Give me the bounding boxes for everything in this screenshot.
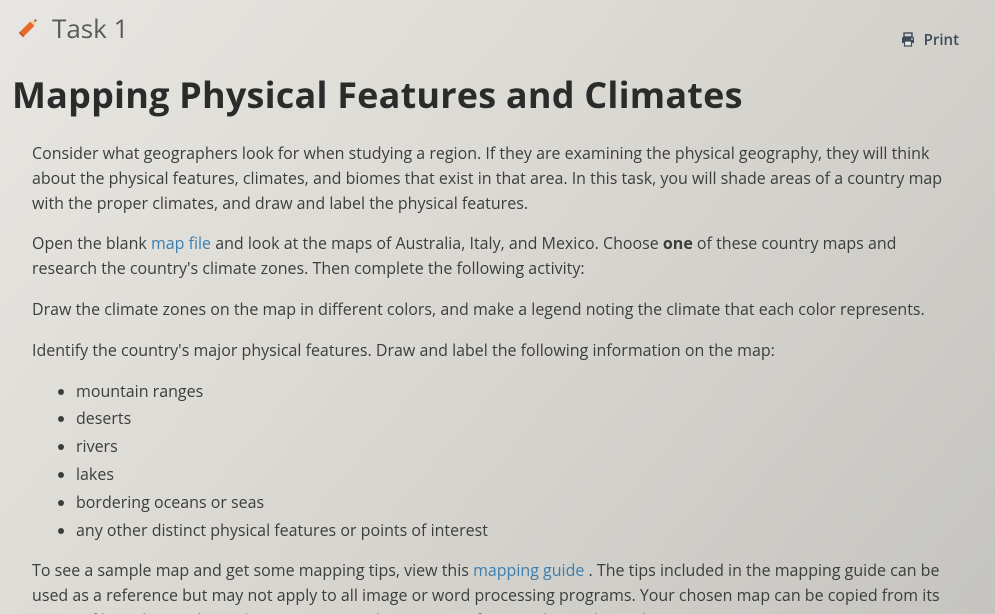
feature-list: mountain ranges deserts rivers lakes bor…	[76, 379, 963, 543]
list-item: deserts	[76, 406, 963, 431]
text: To see a sample map and get some mapping…	[32, 559, 473, 581]
paragraph-features: Identify the country's major physical fe…	[32, 338, 963, 363]
paragraph-mapfile: Open the blank map file and look at the …	[32, 231, 963, 281]
task-label: Task 1	[52, 10, 128, 46]
list-item: mountain ranges	[76, 379, 963, 404]
paragraph-intro: Consider what geographers look for when …	[32, 141, 963, 215]
content-body: Consider what geographers look for when …	[10, 141, 985, 614]
page-title: Mapping Physical Features and Climates	[12, 70, 985, 119]
paragraph-guide: To see a sample map and get some mapping…	[32, 558, 963, 614]
text: Open the blank	[32, 232, 151, 254]
print-icon	[900, 32, 916, 48]
print-label: Print	[924, 30, 959, 50]
print-button[interactable]: Print	[900, 30, 959, 50]
list-item: bordering oceans or seas	[76, 490, 963, 515]
list-item: rivers	[76, 434, 963, 459]
list-item: lakes	[76, 462, 963, 487]
text-bold: one	[663, 232, 693, 254]
text: and look at the maps of Australia, Italy…	[211, 232, 663, 254]
map-file-link[interactable]: map file	[151, 232, 211, 254]
pencil-icon	[14, 14, 42, 42]
task-header: Task 1	[10, 8, 985, 52]
page: Task 1 Print Mapping Physical Features a…	[0, 0, 995, 614]
paragraph-climate: Draw the climate zones on the map in dif…	[32, 297, 963, 322]
list-item: any other distinct physical features or …	[76, 518, 963, 543]
mapping-guide-link[interactable]: mapping guide	[473, 559, 584, 581]
